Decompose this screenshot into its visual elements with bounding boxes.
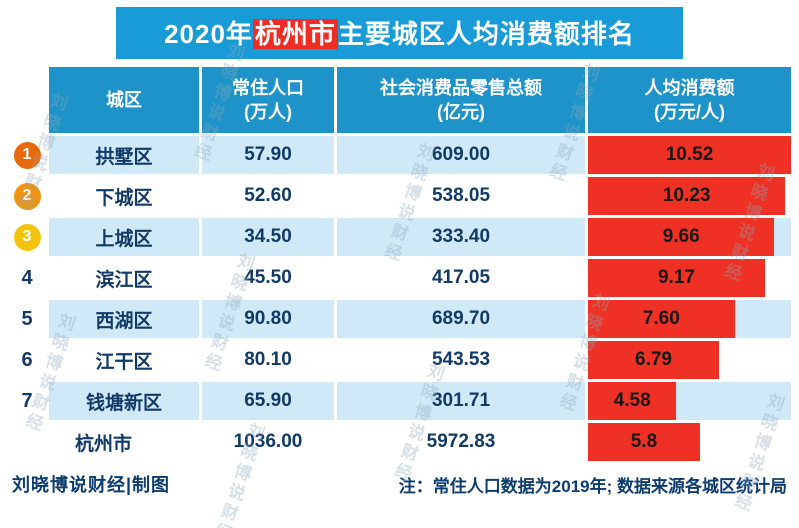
- retail-cell: 538.05: [337, 177, 585, 215]
- retail-cell: 333.40: [337, 218, 585, 256]
- population-cell: 57.90: [202, 136, 334, 174]
- rank-badge-1: 1: [13, 141, 41, 169]
- header-population-unit: (万人): [244, 102, 292, 122]
- district-cell-total: 杭州市: [8, 423, 199, 461]
- header-per-capita: 人均消费额 (万元/人): [588, 67, 791, 133]
- title-highlight-city: 杭州市: [252, 19, 338, 49]
- table-row: 7 钱塘新区 65.90 301.71 4.58: [8, 382, 791, 420]
- per-capita-cell: 10.23: [588, 177, 791, 215]
- per-capita-cell: 10.52: [588, 136, 791, 174]
- rank-number: 7: [21, 389, 33, 412]
- page-title: 2020年杭州市主要城区人均消费额排名: [116, 7, 683, 59]
- retail-cell: 5972.83: [337, 423, 585, 461]
- rank-cell: 6: [8, 341, 46, 379]
- header-population-label: 常住人口: [232, 77, 304, 98]
- district-cell: 西湖区: [49, 300, 199, 338]
- retail-cell: 689.70: [337, 300, 585, 338]
- rank-badge-2: 2: [13, 182, 41, 210]
- table-row-total: 杭州市 1036.00 5972.83 5.8: [8, 423, 791, 461]
- title-suffix: 主要城区人均消费额排名: [337, 19, 635, 49]
- header-district-label: 城区: [106, 89, 142, 110]
- header-district: 城区: [49, 67, 199, 133]
- title-prefix: 2020年: [164, 19, 253, 49]
- rank-cell: 2: [8, 177, 46, 215]
- per-capita-bar: 5.8: [588, 423, 700, 461]
- per-capita-bar: 9.66: [588, 218, 775, 256]
- header-per-capita-unit: (万元/人): [654, 102, 725, 122]
- population-cell: 1036.00: [202, 423, 334, 461]
- table-row: 4 滨江区 45.50 417.05 9.17: [8, 259, 791, 297]
- header-retail-unit: (亿元): [437, 102, 485, 122]
- data-source-note: 注：常住人口数据为2019年; 数据来源各城区统计局: [398, 476, 787, 496]
- per-capita-cell: 9.66: [588, 218, 791, 256]
- header-population: 常住人口 (万人): [202, 67, 334, 133]
- per-capita-cell: 4.58: [588, 382, 791, 420]
- header-retail: 社会消费品零售总额 (亿元): [337, 67, 585, 133]
- author-credit: 刘晓博说财经|制图: [12, 475, 171, 495]
- district-cell: 上城区: [49, 218, 199, 256]
- population-cell: 90.80: [202, 300, 334, 338]
- per-capita-bar: 9.17: [588, 259, 765, 297]
- rank-cell: 1: [8, 136, 46, 174]
- table-row: 1 拱墅区 57.90 609.00 10.52: [8, 136, 791, 174]
- table-row: 2 下城区 52.60 538.05 10.23: [8, 177, 791, 215]
- header-per-capita-label: 人均消费额: [644, 77, 735, 98]
- population-cell: 80.10: [202, 341, 334, 379]
- table-row: 5 西湖区 90.80 689.70 7.60: [8, 300, 791, 338]
- header-rank-spacer: [8, 67, 46, 133]
- table-row: 6 江干区 80.10 543.53 6.79: [8, 341, 791, 379]
- rank-number: 4: [21, 266, 33, 289]
- ranking-table: 城区 常住人口 (万人) 社会消费品零售总额 (亿元) 人均消费额 (万元/人)…: [8, 67, 791, 461]
- rank-badge-3: 3: [13, 223, 41, 251]
- header-retail-label: 社会消费品零售总额: [380, 77, 542, 98]
- table-header-row: 城区 常住人口 (万人) 社会消费品零售总额 (亿元) 人均消费额 (万元/人): [8, 67, 791, 133]
- rank-number: 5: [21, 307, 33, 330]
- per-capita-bar: 10.23: [588, 177, 786, 215]
- district-cell: 滨江区: [49, 259, 199, 297]
- retail-cell: 543.53: [337, 341, 585, 379]
- per-capita-bar: 7.60: [588, 300, 735, 338]
- district-cell: 江干区: [49, 341, 199, 379]
- footer: 刘晓博说财经|制图 注：常住人口数据为2019年; 数据来源各城区统计局: [12, 471, 787, 497]
- per-capita-bar: 4.58: [588, 382, 677, 420]
- per-capita-bar: 6.79: [588, 341, 720, 379]
- rank-cell: 5: [8, 300, 46, 338]
- per-capita-cell: 5.8: [588, 423, 791, 461]
- per-capita-cell: 7.60: [588, 300, 791, 338]
- per-capita-bar: 10.52: [588, 136, 791, 174]
- rank-cell: 3: [8, 218, 46, 256]
- retail-cell: 301.71: [337, 382, 585, 420]
- title-row: 2020年杭州市主要城区人均消费额排名: [8, 7, 791, 59]
- population-cell: 34.50: [202, 218, 334, 256]
- district-cell: 钱塘新区: [49, 382, 199, 420]
- retail-cell: 417.05: [337, 259, 585, 297]
- rank-cell: 7: [8, 382, 46, 420]
- district-cell: 下城区: [49, 177, 199, 215]
- district-cell: 拱墅区: [49, 136, 199, 174]
- population-cell: 45.50: [202, 259, 334, 297]
- per-capita-cell: 9.17: [588, 259, 791, 297]
- population-cell: 65.90: [202, 382, 334, 420]
- rank-number: 6: [21, 348, 33, 371]
- per-capita-cell: 6.79: [588, 341, 791, 379]
- rank-cell: 4: [8, 259, 46, 297]
- population-cell: 52.60: [202, 177, 334, 215]
- retail-cell: 609.00: [337, 136, 585, 174]
- table-row: 3 上城区 34.50 333.40 9.66: [8, 218, 791, 256]
